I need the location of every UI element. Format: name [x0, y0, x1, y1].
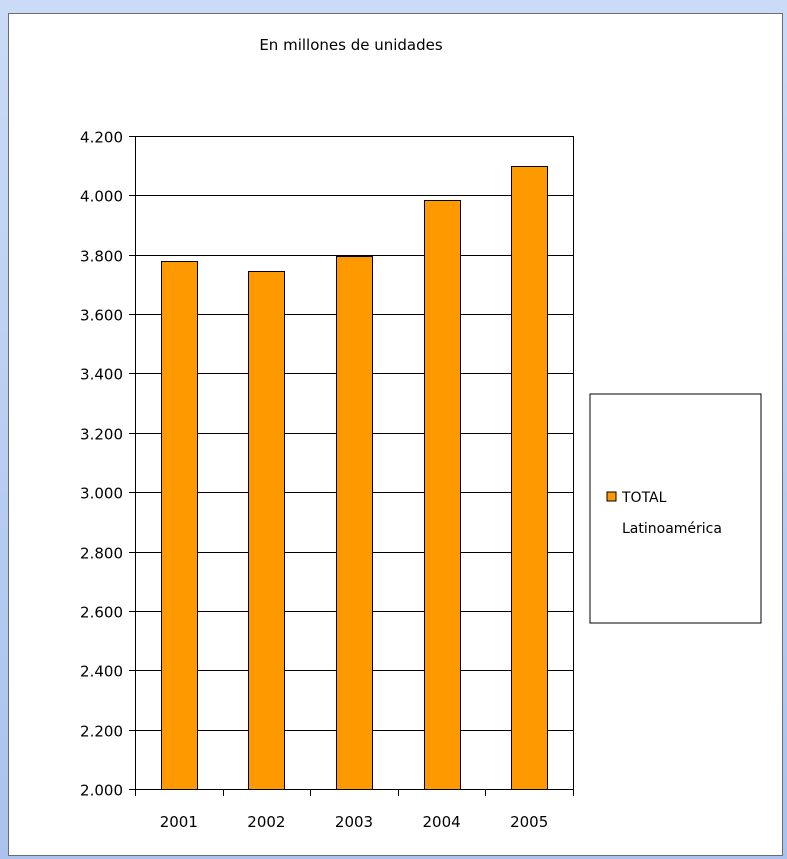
- x-tick-labels: 2001 2002 2003 2004 2005: [160, 813, 549, 831]
- bars: [161, 166, 548, 790]
- legend-swatch: [606, 491, 617, 502]
- y-tick-label: 3.000: [80, 485, 123, 503]
- chart-title: En millones de unidades: [259, 36, 443, 54]
- bar-2004: [424, 200, 461, 790]
- y-tick-label: 2.000: [80, 782, 123, 800]
- bar-2005: [511, 166, 548, 790]
- x-tick-label: 2002: [247, 813, 285, 831]
- y-tick-labels: 2.000 2.200 2.400 2.600 2.800 3.000 3.200 3.400…: [80, 129, 123, 800]
- legend: TOTAL Latinoamérica: [589, 393, 762, 624]
- y-tick-label: 2.600: [80, 604, 123, 622]
- y-tick-label: 4.200: [80, 129, 123, 147]
- legend-label-line-2: Latinoamérica: [622, 521, 722, 537]
- bar-2001: [161, 261, 198, 790]
- y-tick-label: 2.800: [80, 545, 123, 563]
- y-tick-label: 3.400: [80, 366, 123, 384]
- x-tick-label: 2004: [423, 813, 461, 831]
- y-tick-label: 3.800: [80, 248, 123, 266]
- y-tick-label: 4.000: [80, 188, 123, 206]
- y-tick-label: 2.200: [80, 723, 123, 741]
- legend-box: [589, 393, 762, 624]
- chart-area: En millones de unidades 2.000 2.200 2.400 2…: [8, 13, 783, 856]
- y-tick-label: 2.400: [80, 663, 123, 681]
- x-tick-label: 2005: [510, 813, 548, 831]
- x-tick-label: 2001: [160, 813, 198, 831]
- x-tick-label: 2003: [335, 813, 373, 831]
- legend-label-line-1: TOTAL: [621, 490, 667, 506]
- bar-2003: [336, 256, 373, 790]
- y-tick-label: 3.200: [80, 426, 123, 444]
- bar-chart: En millones de unidades 2.0002.2002.4002…: [80, 36, 762, 831]
- bar-2002: [248, 271, 285, 790]
- y-tick-label: 3.600: [80, 307, 123, 325]
- axes: [129, 136, 574, 796]
